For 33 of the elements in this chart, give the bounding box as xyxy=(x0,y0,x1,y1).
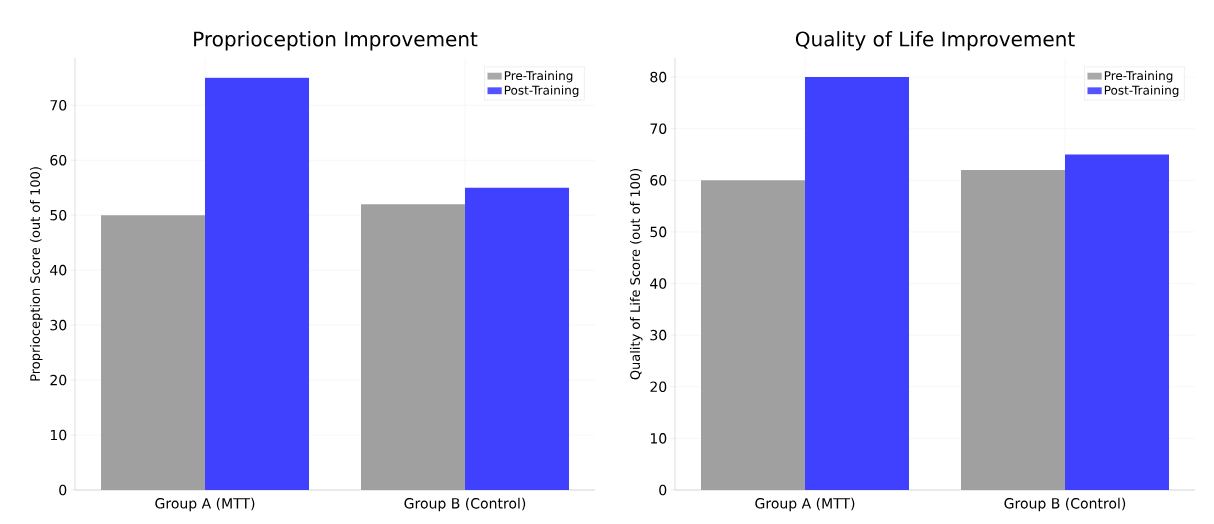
legend-label: Pre-Training xyxy=(1104,70,1173,83)
y-tick-label: 0 xyxy=(659,484,667,496)
y-tick-label: 30 xyxy=(650,329,667,341)
x-tick-label: Group B (Control) xyxy=(404,497,526,512)
y-tick-label: 10 xyxy=(50,429,67,441)
legend-label: Post-Training xyxy=(504,85,579,98)
y-tick-label: 70 xyxy=(650,123,667,134)
bar xyxy=(465,187,570,490)
y-tick-label: 0 xyxy=(59,484,67,496)
bar xyxy=(205,77,310,490)
x-tick-label: Group B (Control) xyxy=(1004,497,1126,512)
chart-title: Quality of Life Improvement xyxy=(795,31,1075,51)
y-tick-label: 30 xyxy=(50,319,67,331)
y-tick-label: 40 xyxy=(50,264,67,276)
bar xyxy=(805,77,909,490)
y-tick-label: 40 xyxy=(650,278,667,289)
bar xyxy=(1065,154,1169,490)
y-tick-label: 60 xyxy=(50,154,67,166)
chart-title: Proprioception Improvement xyxy=(194,31,478,51)
y-axis-title: Proprioception Score (out of 100) xyxy=(29,167,43,381)
x-tick-label: Group A (MTT) xyxy=(155,497,255,512)
y-tick-label: 70 xyxy=(50,99,67,111)
y-tick-label: 50 xyxy=(650,226,667,238)
y-tick-label: 80 xyxy=(650,71,667,83)
y-axis-title: Quality of Life Score (out of 100) xyxy=(629,168,643,380)
y-tick-label: 20 xyxy=(50,374,67,386)
legend-label: Pre-Training xyxy=(504,70,573,83)
y-tick-label: 20 xyxy=(650,381,667,393)
y-tick-label: 60 xyxy=(650,175,667,186)
y-tick-label: 50 xyxy=(50,209,67,221)
x-tick-label: Group A (MTT) xyxy=(755,497,855,512)
legend-label: Post-Training xyxy=(1104,85,1179,98)
y-tick-label: 10 xyxy=(650,433,667,444)
